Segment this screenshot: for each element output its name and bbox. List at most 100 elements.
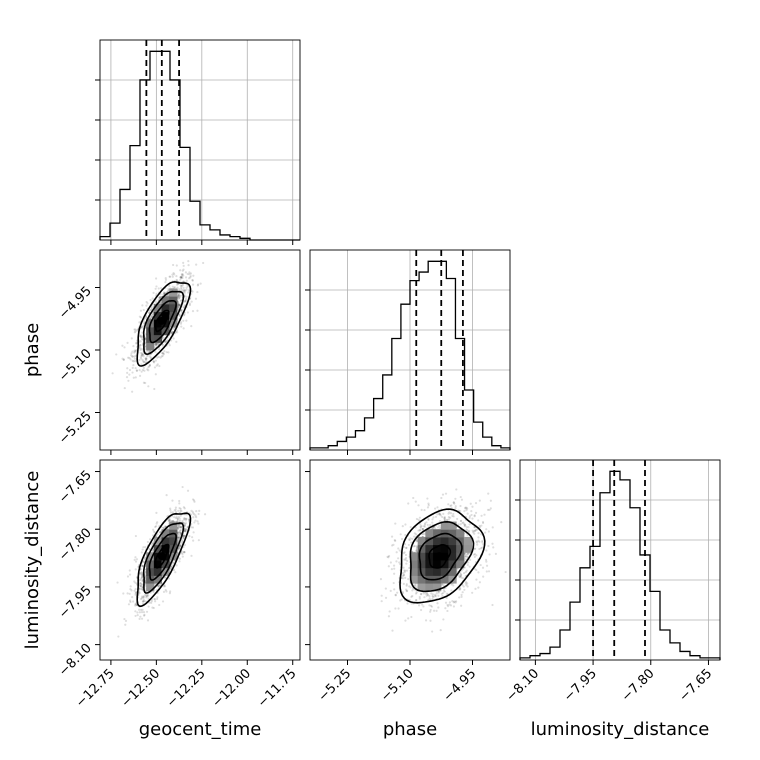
scatter-point (140, 582, 143, 585)
scatter-point (156, 521, 159, 524)
scatter-point (473, 555, 476, 559)
scatter-point (527, 545, 529, 547)
scatter-point (426, 506, 430, 509)
scatter-geocent_time-luminosity_distance (95, 459, 301, 665)
scatter-point (441, 515, 444, 519)
y-tick-label-phase: −5.10 (56, 346, 95, 385)
scatter-point (152, 606, 155, 610)
density-cell (433, 567, 442, 576)
scatter-point (192, 539, 195, 542)
scatter-point (155, 522, 158, 525)
scatter-point (402, 572, 405, 575)
density-cell (410, 575, 419, 584)
scatter-point (463, 523, 466, 526)
scatter-point (161, 351, 164, 355)
density-cell (417, 575, 426, 584)
scatter-point (447, 512, 450, 515)
scatter-point (134, 592, 137, 595)
scatter-point (146, 619, 150, 622)
scatter-point (448, 511, 451, 514)
scatter-point (152, 361, 156, 364)
scatter-point (135, 369, 138, 372)
scatter-point (418, 516, 422, 519)
scatter-point (122, 358, 125, 361)
scatter-point (146, 595, 149, 598)
scatter-point (175, 278, 178, 282)
scatter-point (429, 619, 432, 622)
density-cell (433, 544, 442, 553)
scatter-point (491, 542, 494, 545)
scatter-point (459, 519, 462, 523)
density-cell (146, 583, 155, 592)
scatter-point (408, 566, 411, 570)
density-cell (417, 536, 426, 546)
scatter-point (174, 508, 177, 511)
scatter-point (415, 591, 418, 594)
scatter-point (415, 540, 418, 543)
x-tick-label-geocent_time: −12.50 (119, 666, 164, 711)
panel-frame (99, 249, 301, 451)
scatter-point (179, 322, 183, 325)
scatter-point (145, 358, 148, 361)
scatter-point (449, 604, 453, 607)
scatter-point (452, 601, 455, 604)
scatter-point (404, 569, 407, 572)
contour-line (148, 300, 177, 344)
scatter-point (452, 605, 456, 608)
scatter-point (487, 530, 490, 533)
scatter-point (439, 628, 442, 632)
scatter-point (141, 596, 145, 599)
scatter-point (139, 585, 143, 588)
scatter-point (138, 315, 142, 318)
scatter-point (427, 518, 430, 521)
scatter-point (145, 304, 148, 307)
scatter-point (485, 549, 488, 552)
scatter-point (415, 547, 418, 551)
scatter-point (195, 516, 198, 519)
scatter-point (154, 300, 158, 303)
scatter-point (473, 515, 476, 518)
density-cell (440, 521, 449, 530)
scatter-point (474, 547, 477, 550)
scatter-point (486, 508, 490, 511)
scatter-point (142, 366, 145, 369)
scatter-point (449, 512, 453, 515)
scatter-point (157, 355, 160, 359)
density-cell (456, 560, 465, 569)
scatter-point (173, 515, 176, 519)
density-cell (161, 560, 170, 569)
scatter-point (450, 583, 453, 586)
scatter-point (431, 630, 434, 633)
scatter-point (478, 547, 481, 551)
scatter-point (444, 601, 448, 604)
scatter-point (188, 271, 191, 274)
density-cell (417, 552, 426, 561)
scatter-point (164, 525, 167, 528)
scatter-point (146, 594, 149, 597)
scatter-point (431, 518, 434, 521)
scatter-point (129, 358, 132, 361)
scatter-point (131, 595, 134, 599)
scatter-point (449, 516, 452, 519)
scatter-point (180, 286, 183, 289)
contour-line (136, 281, 192, 367)
scatter-point (451, 600, 454, 603)
scatter-point (183, 291, 186, 294)
scatter-point (173, 509, 176, 512)
scatter-point (197, 539, 200, 542)
scatter-point (142, 361, 146, 364)
scatter-point (447, 516, 450, 519)
scatter-point (126, 575, 130, 578)
scatter-point (459, 573, 462, 576)
scatter-point (465, 569, 468, 572)
scatter-point (158, 603, 161, 607)
density-cell (169, 536, 178, 546)
scatter-point (202, 261, 205, 265)
scatter-point (401, 575, 404, 578)
scatter-point (164, 588, 167, 592)
scatter-point (127, 379, 130, 382)
scatter-point (389, 589, 392, 592)
scatter-point (418, 597, 421, 600)
scatter-point (178, 303, 181, 306)
density-cell (425, 544, 434, 553)
